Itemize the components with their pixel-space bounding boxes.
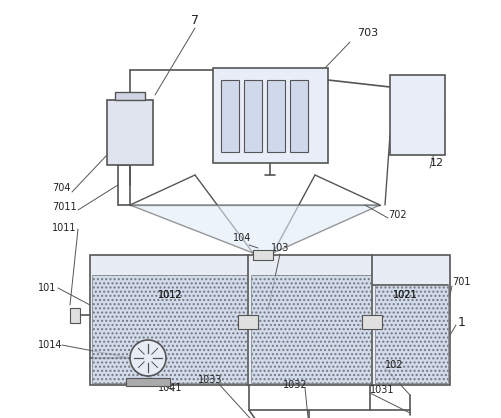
Text: 1: 1: [458, 316, 466, 329]
Text: 12: 12: [430, 158, 444, 168]
Text: 1021: 1021: [393, 290, 417, 300]
Bar: [126, 378, 170, 386]
Text: 104: 104: [233, 233, 251, 243]
Circle shape: [130, 340, 166, 376]
Bar: [213, 68, 328, 163]
Text: 101: 101: [38, 283, 57, 293]
Text: 103: 103: [271, 243, 289, 253]
Text: 703: 703: [357, 28, 379, 38]
Bar: [107, 100, 153, 165]
Bar: [251, 275, 371, 383]
Text: 701: 701: [452, 277, 470, 287]
Polygon shape: [130, 205, 380, 253]
Text: 702: 702: [388, 210, 407, 220]
Bar: [238, 315, 258, 329]
Text: 102: 102: [385, 360, 403, 370]
Text: 7: 7: [191, 13, 199, 26]
Bar: [221, 80, 239, 152]
Bar: [253, 250, 273, 260]
Text: 1012: 1012: [158, 290, 182, 300]
Bar: [290, 80, 308, 152]
Text: 1033: 1033: [198, 375, 222, 385]
Bar: [244, 80, 262, 152]
Bar: [362, 315, 382, 329]
Bar: [70, 308, 80, 323]
Bar: [90, 255, 450, 385]
Bar: [390, 75, 445, 155]
Bar: [267, 80, 285, 152]
Text: 1032: 1032: [283, 380, 307, 390]
Text: 1021: 1021: [393, 290, 417, 300]
Text: 704: 704: [52, 183, 71, 193]
Bar: [115, 92, 145, 100]
Bar: [375, 285, 448, 383]
Bar: [92, 275, 247, 383]
Text: 1041: 1041: [158, 383, 182, 393]
Text: 7011: 7011: [52, 202, 77, 212]
Text: 1012: 1012: [158, 290, 182, 300]
Text: 1014: 1014: [38, 340, 63, 350]
Text: 1011: 1011: [52, 223, 77, 233]
Text: 1031: 1031: [370, 385, 394, 395]
